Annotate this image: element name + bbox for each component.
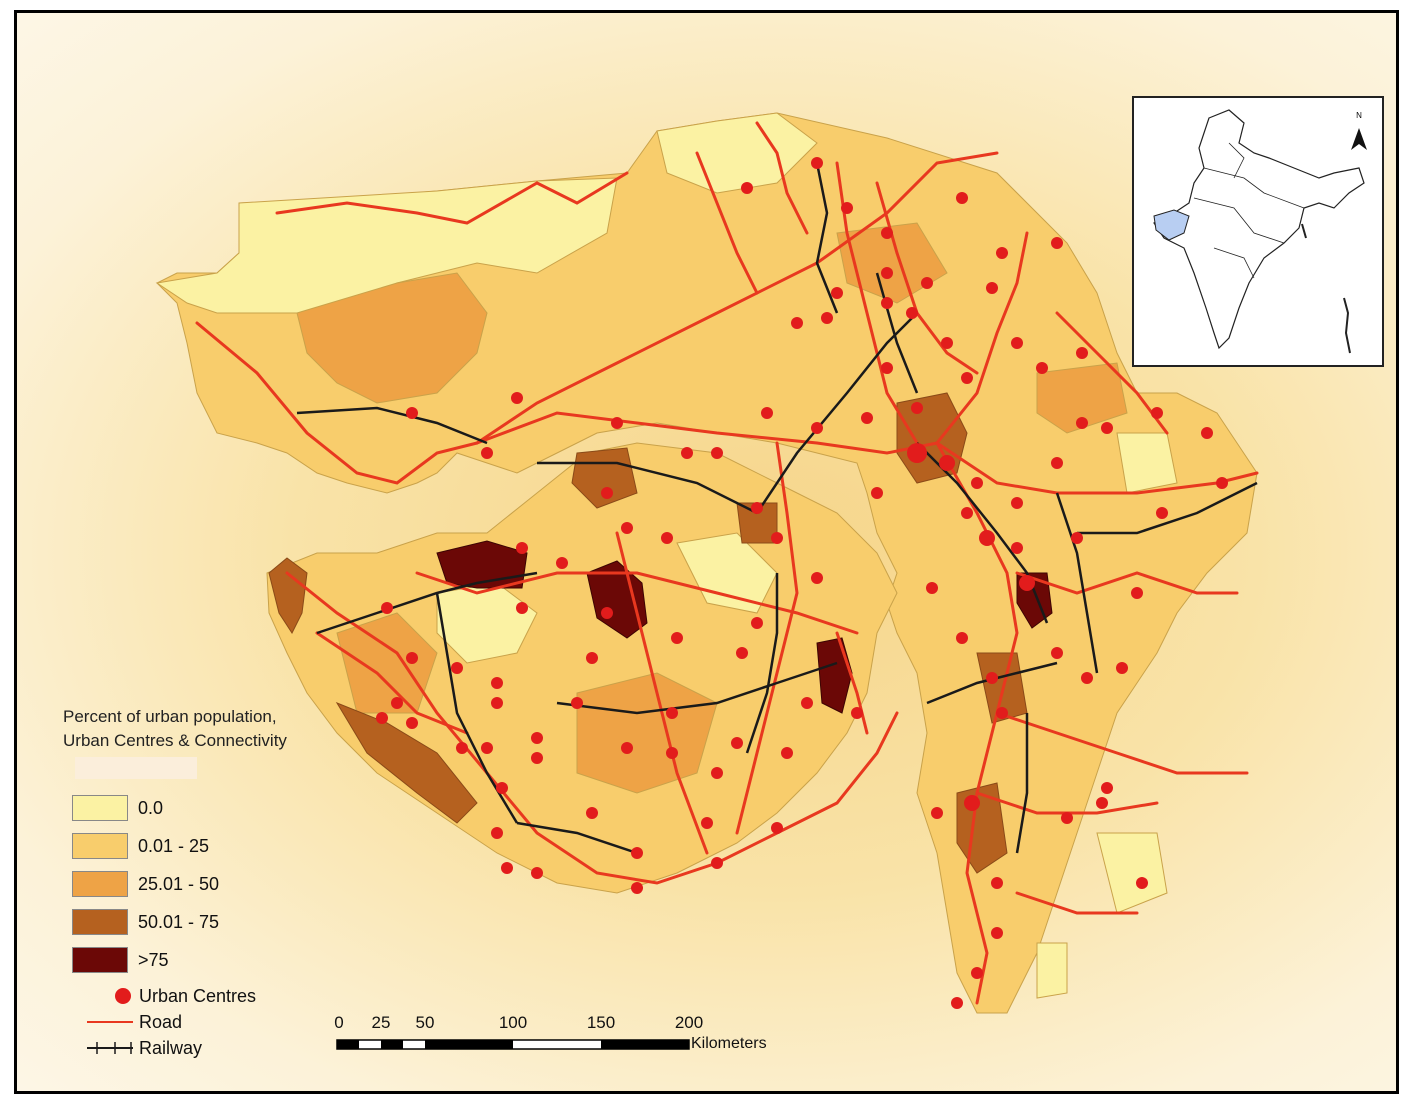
region-saurashtra-orange1: [576, 672, 718, 794]
scale-tick-label: 100: [498, 1013, 528, 1032]
region-saurashtra-yellow2: [676, 532, 778, 614]
region-east-yellow1: [1116, 432, 1178, 494]
region-east-yellow2: [1096, 832, 1168, 914]
legend-class-row: 50.01 - 75: [63, 903, 383, 941]
legend-urban-centres-label: Urban Centres: [139, 985, 257, 1006]
gujarat-highlight: [1153, 209, 1190, 241]
legend-road-row: Road: [63, 1009, 383, 1035]
region-south-yellow: [1036, 942, 1068, 999]
region-saurashtra-orange2: [336, 612, 438, 714]
gujarat-map: [155, 112, 1259, 1014]
scale-bar-graphic: [336, 1039, 690, 1050]
legend-blank-band: [75, 757, 197, 779]
india-inset-map: N: [1132, 96, 1384, 367]
map-legend: Percent of urban population, Urban Centr…: [63, 705, 383, 1061]
legend-title-line2: Urban Centres & Connectivity: [63, 731, 287, 750]
legend-class-label: >75: [138, 949, 169, 970]
region-coast-brown: [268, 557, 308, 635]
urban-centre-dot-icon: [63, 986, 133, 1006]
map-frame: N Percent of urban population, Urban Cen…: [14, 10, 1399, 1094]
scale-tick-label: 200: [674, 1013, 704, 1032]
legend-swatch: [72, 833, 128, 859]
region-coast-brown2: [335, 701, 478, 824]
legend-railway-row: Railway: [63, 1035, 383, 1061]
scale-tick-label: 0: [334, 1013, 344, 1032]
scale-tick-label: 50: [415, 1013, 435, 1032]
region-north-yellow: [656, 112, 818, 194]
scale-tick-label: 25: [371, 1013, 391, 1032]
urban-centres: [376, 157, 1228, 1009]
legend-class-row: 25.01 - 50: [63, 865, 383, 903]
north-arrow-icon: N: [1351, 111, 1367, 150]
road-line-icon: [63, 1012, 133, 1032]
legend-class-label: 0.0: [138, 797, 164, 818]
scale-tick-label: 150: [586, 1013, 616, 1032]
region-north-orange: [836, 222, 948, 304]
legend-class-label: 25.01 - 50: [138, 873, 220, 894]
legend-class-row: 0.01 - 25: [63, 827, 383, 865]
region-east-orange: [1036, 362, 1128, 434]
legend-urban-centres-row: Urban Centres: [63, 983, 383, 1009]
legend-class-label: 0.01 - 25: [138, 835, 210, 856]
svg-text:N: N: [1356, 111, 1362, 120]
region-rajkot: [586, 560, 648, 639]
legend-swatch: [72, 871, 128, 897]
region-kutch-mid: [296, 272, 488, 404]
railway-line-icon: [63, 1038, 133, 1058]
legend-swatch: [72, 947, 128, 973]
scale-bar: 0 25 50 100 150 200 Kilometers: [334, 1013, 795, 1063]
legend-class-label: 50.01 - 75: [138, 911, 220, 932]
legend-class-row: >75: [63, 941, 383, 979]
scale-unit-label: Kilometers: [691, 1035, 767, 1052]
legend-swatch: [72, 909, 128, 935]
legend-swatch: [72, 795, 128, 821]
legend-railway-label: Railway: [139, 1037, 203, 1058]
legend-road-label: Road: [139, 1011, 183, 1032]
india-outline: N: [1153, 109, 1367, 354]
legend-title-line1: Percent of urban population,: [63, 707, 277, 726]
legend-class-row: 0.0: [63, 789, 383, 827]
